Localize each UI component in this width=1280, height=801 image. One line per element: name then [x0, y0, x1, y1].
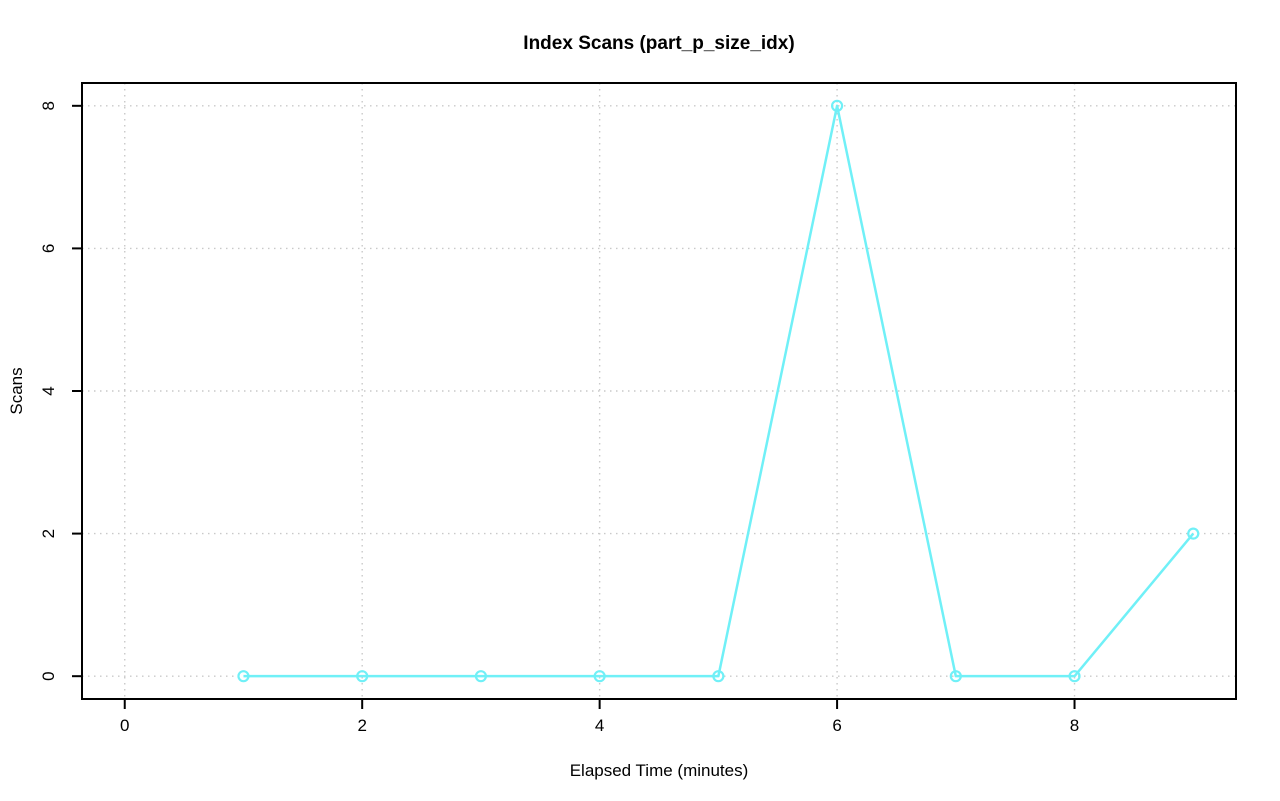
data-point [830, 99, 844, 112]
data-point [1187, 527, 1200, 540]
series-line [243, 104, 1195, 678]
chart-title: Index Scans (part_p_size_idx) [523, 33, 795, 54]
data-point [474, 670, 488, 683]
x-tick-label: 8 [1070, 716, 1079, 735]
x-tick-label: 6 [832, 716, 841, 735]
data-point [237, 670, 250, 683]
y-tick-label: 4 [39, 386, 58, 395]
y-tick-label: 2 [39, 529, 58, 538]
y-tick-label: 6 [39, 244, 58, 253]
x-tick-label: 4 [595, 716, 604, 735]
data-point [949, 670, 962, 683]
data-point [593, 670, 606, 683]
x-axis-label: Elapsed Time (minutes) [569, 761, 749, 780]
axis-layer: 0 2 4 6 8 0 2 4 6 8 [39, 82, 1237, 735]
series-layer [237, 99, 1200, 683]
x-tick-label: 2 [357, 716, 366, 735]
x-tick-label: 0 [120, 716, 129, 735]
data-point [356, 670, 369, 683]
y-tick-label: 8 [39, 101, 58, 110]
plot-border [81, 82, 1237, 700]
y-tick-label: 0 [39, 671, 58, 680]
data-point [1068, 670, 1081, 683]
grid-layer [82, 83, 1236, 699]
y-axis-label: Scans [7, 367, 26, 415]
data-point [712, 670, 725, 683]
